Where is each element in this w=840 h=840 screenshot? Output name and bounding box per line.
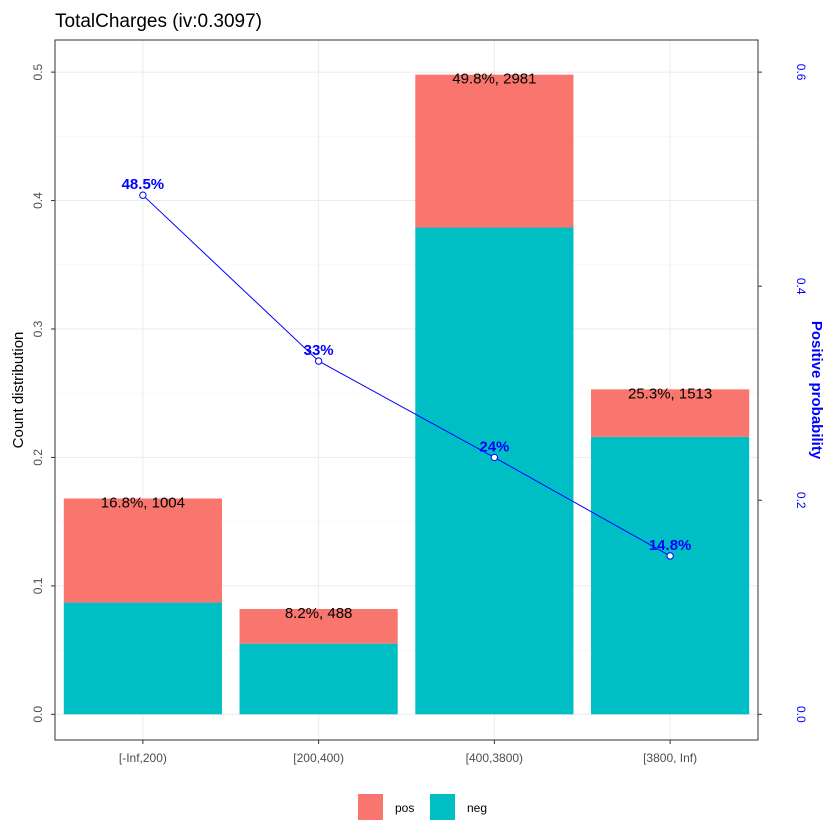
chart-title: TotalCharges (iv:0.3097) <box>55 11 262 32</box>
legend-label-pos: pos <box>395 801 414 815</box>
probability-label: 24% <box>479 438 509 455</box>
bar-pos <box>415 74 574 228</box>
probability-point <box>314 357 323 365</box>
bar-pos <box>591 389 750 437</box>
y-axis-title: Count distribution <box>10 332 27 449</box>
probability-point <box>666 552 674 560</box>
probability-point <box>490 453 499 462</box>
panel-border <box>54 39 759 741</box>
y2-axis-tick-label: 0.2 <box>794 492 808 509</box>
y2-axis-tick-label: 0.6 <box>794 64 808 81</box>
legend-swatch-neg <box>430 794 455 820</box>
probability-label: 48.5% <box>122 176 165 193</box>
y2-axis-title: Positive probability <box>808 321 825 460</box>
legend-swatch-pos <box>358 794 383 820</box>
x-axis-tick-label: [400,3800) <box>466 751 523 765</box>
y-axis-tick-label: 0.4 <box>31 192 45 209</box>
y-axis-tick-label: 0.3 <box>31 320 45 337</box>
bar-neg <box>63 602 222 715</box>
line-layer <box>139 191 674 560</box>
legend-label-neg: neg <box>467 801 487 815</box>
bar-total-label: 16.8%, 1004 <box>101 495 185 512</box>
bar-pos <box>239 608 398 644</box>
x-axis-tick-label: [-Inf,200) <box>119 751 167 765</box>
y-axis-tick-label: 0.5 <box>31 63 45 80</box>
bar-total-label: 8.2%, 488 <box>285 605 353 622</box>
x-axis-tick-label: [200,400) <box>293 751 344 765</box>
probability-line <box>142 194 671 557</box>
x-axis-tick-label: [3800, Inf) <box>643 751 697 765</box>
bar-total-label: 49.8%, 2981 <box>452 71 536 88</box>
probability-label: 33% <box>304 342 334 359</box>
bar-neg <box>591 436 750 715</box>
probability-label: 14.8% <box>649 537 692 554</box>
y-axis-tick-label: 0.2 <box>31 449 45 466</box>
axis-layer: 0.0 0.1 0.2 0.3 0.4 0.5 0.0 0.2 0.4 0.6 [-Inf,200)… <box>31 63 808 765</box>
probability-point <box>139 191 147 199</box>
bar-neg <box>415 227 574 715</box>
legend: pos neg <box>358 794 487 820</box>
y-axis-tick-label: 0.1 <box>31 577 45 594</box>
bar-pos <box>63 498 222 603</box>
bar-total-label: 25.3%, 1513 <box>628 385 712 402</box>
y2-axis-tick-label: 0.4 <box>794 278 808 295</box>
label-layer: 16.8%, 1004 8.2%, 488 49.8%, 2981 25.3%, 15… <box>101 71 713 622</box>
y2-axis-tick-label: 0.0 <box>794 706 808 723</box>
bar-layer <box>63 74 750 715</box>
y-axis-tick-label: 0.0 <box>31 706 45 723</box>
bar-neg <box>239 643 398 715</box>
